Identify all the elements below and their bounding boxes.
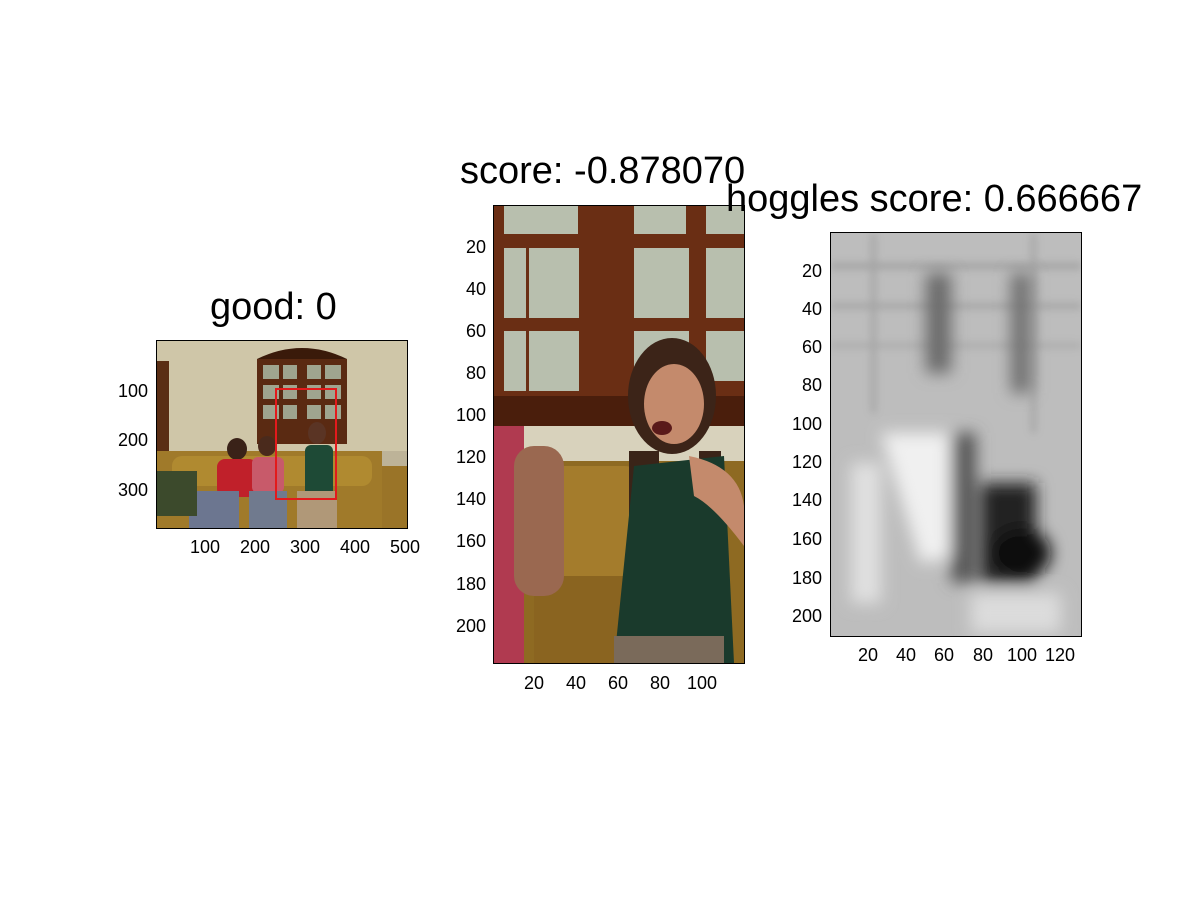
panel1-title: good: 0 — [210, 286, 337, 328]
panel2-image — [493, 205, 745, 664]
panel2-xtick: 60 — [607, 673, 629, 693]
panel3-title: hoggles score: 0.666667 — [726, 178, 1143, 220]
panel3-ytick: 200 — [791, 606, 822, 626]
panel2-ytick: 160 — [455, 531, 486, 551]
panel1-xtick: 100 — [189, 537, 221, 557]
panel2-title: score: -0.878070 — [460, 150, 746, 192]
panel3-xtick: 60 — [933, 645, 955, 665]
panel2-xtick: 20 — [523, 673, 545, 693]
panel3-xtick: 120 — [1044, 645, 1076, 665]
panel1-xtick: 300 — [289, 537, 321, 557]
panel1-xtick: 500 — [389, 537, 421, 557]
panel2-ytick: 100 — [455, 405, 486, 425]
panel3-image — [830, 232, 1082, 637]
panel3-ytick: 140 — [791, 490, 822, 510]
panel3-ytick: 40 — [801, 299, 822, 319]
panel3-ytick: 80 — [801, 375, 822, 395]
panel3-xtick: 80 — [972, 645, 994, 665]
panel2-xtick: 80 — [649, 673, 671, 693]
panel3-ytick: 160 — [791, 529, 822, 549]
panel3-xtick: 100 — [1006, 645, 1038, 665]
panel2-ytick: 20 — [465, 237, 486, 257]
detection-box — [275, 388, 337, 500]
person-crop-image — [494, 206, 744, 663]
panel1-xtick: 200 — [239, 537, 271, 557]
panel3-xtick: 40 — [895, 645, 917, 665]
panel3-ytick: 60 — [801, 337, 822, 357]
panel2-ytick: 40 — [465, 279, 486, 299]
panel2-ytick: 180 — [455, 574, 486, 594]
panel2-xtick: 100 — [686, 673, 718, 693]
panel3-xtick: 20 — [857, 645, 879, 665]
panel3-ytick: 100 — [791, 414, 822, 434]
panel2-ytick: 120 — [455, 447, 486, 467]
panel3-ytick: 20 — [801, 261, 822, 281]
panel3-ytick: 120 — [791, 452, 822, 472]
room-scene-image — [157, 341, 407, 528]
panel1-ytick: 200 — [117, 430, 148, 450]
panel3-ytick: 180 — [791, 568, 822, 588]
panel2-ytick: 140 — [455, 489, 486, 509]
panel1-ytick: 300 — [117, 480, 148, 500]
panel2-ytick: 80 — [465, 363, 486, 383]
panel2-ytick: 60 — [465, 321, 486, 341]
hoggles-visualization — [831, 233, 1081, 636]
panel1-image — [156, 340, 408, 529]
panel2-xtick: 40 — [565, 673, 587, 693]
panel1-xtick: 400 — [339, 537, 371, 557]
panel2-ytick: 200 — [455, 616, 486, 636]
panel1-ytick: 100 — [117, 381, 148, 401]
